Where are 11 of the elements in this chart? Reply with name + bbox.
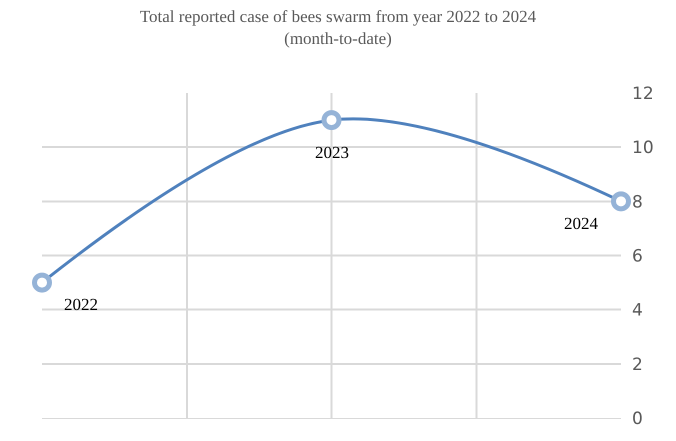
- annotation: 2023: [315, 143, 349, 162]
- y-tick-label: 12: [632, 84, 654, 104]
- annotation: 2022: [64, 295, 98, 314]
- chart-title: Total reported case of bees swarm from year 2022 to 2024 (month-to-date): [140, 7, 537, 48]
- y-tick-label: 4: [632, 300, 643, 321]
- y-tick-label: 10: [632, 138, 654, 158]
- y-tick-label: 2: [632, 354, 643, 375]
- y-tick-label: 8: [632, 192, 643, 212]
- y-tick-label: 6: [632, 246, 643, 266]
- annotation: 2024: [564, 214, 598, 233]
- y-tick-label: 0: [632, 408, 643, 429]
